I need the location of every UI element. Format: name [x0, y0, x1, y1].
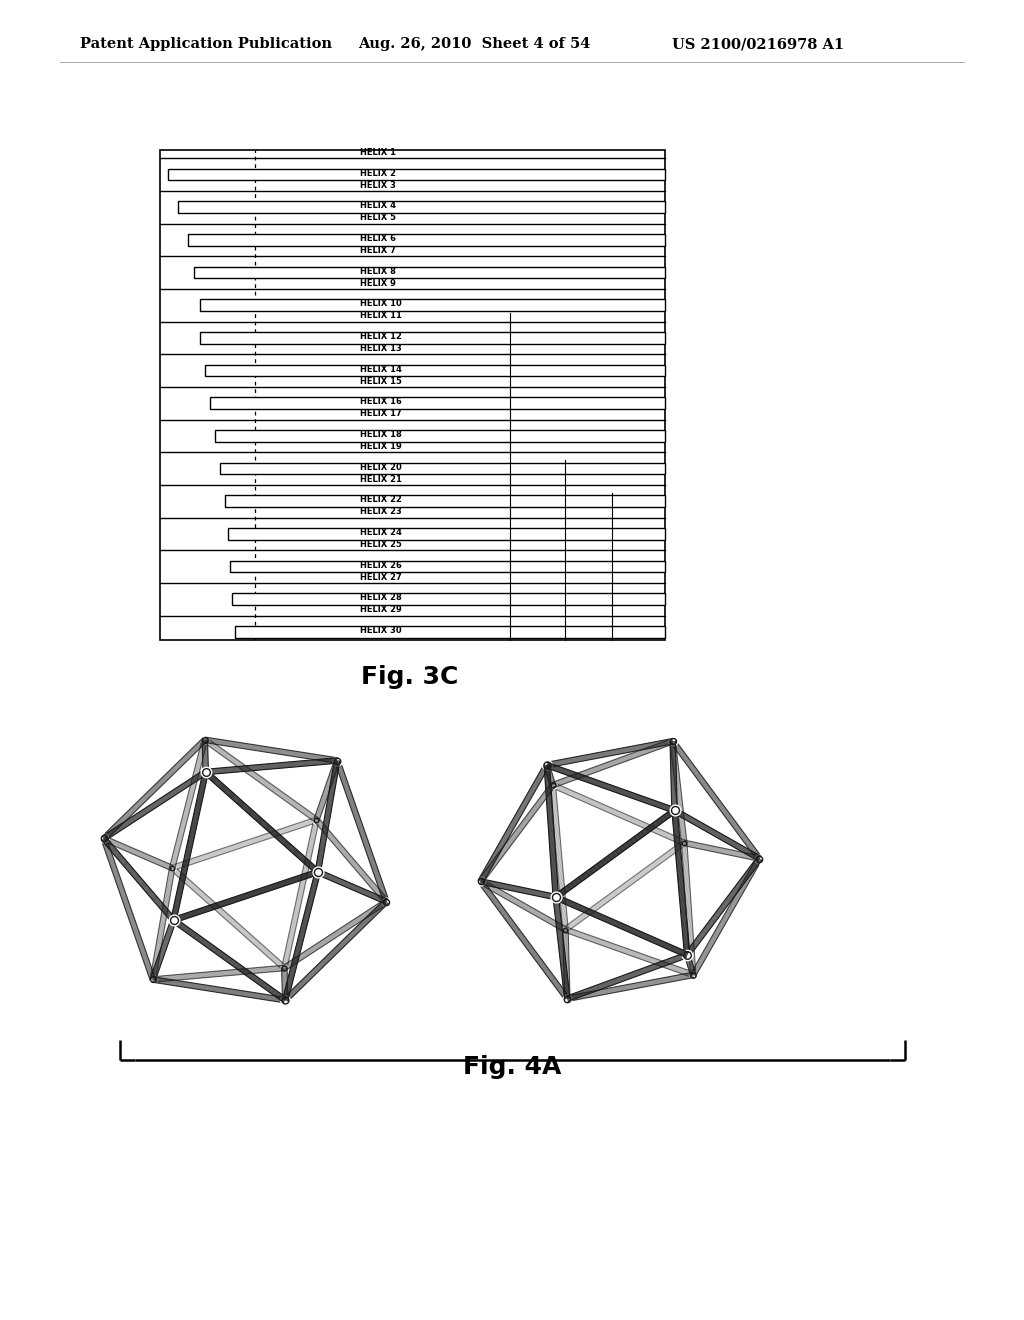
Text: HELIX 17: HELIX 17 [360, 409, 401, 418]
Text: HELIX 10: HELIX 10 [360, 300, 401, 309]
Bar [168, 169, 665, 181]
Bar [232, 593, 665, 605]
Text: HELIX 2: HELIX 2 [360, 169, 396, 178]
Text: HELIX 22: HELIX 22 [360, 495, 401, 504]
Bar [160, 150, 665, 640]
Text: HELIX 15: HELIX 15 [360, 376, 401, 385]
Text: HELIX 5: HELIX 5 [360, 214, 396, 223]
Text: HELIX 20: HELIX 20 [360, 462, 401, 471]
Bar [234, 626, 665, 638]
Text: HELIX 9: HELIX 9 [360, 279, 396, 288]
Text: HELIX 19: HELIX 19 [360, 442, 401, 451]
Text: HELIX 21: HELIX 21 [360, 475, 401, 484]
Bar [228, 528, 665, 540]
Text: Fig. 4A: Fig. 4A [463, 1055, 561, 1078]
Text: HELIX 24: HELIX 24 [360, 528, 401, 537]
Text: HELIX 14: HELIX 14 [360, 364, 401, 374]
Bar [230, 561, 665, 573]
Text: HELIX 7: HELIX 7 [360, 246, 396, 255]
Text: HELIX 6: HELIX 6 [360, 234, 396, 243]
Text: HELIX 27: HELIX 27 [360, 573, 401, 582]
Bar [188, 234, 665, 246]
Bar [225, 495, 665, 507]
Text: HELIX 12: HELIX 12 [360, 331, 401, 341]
Text: HELIX 23: HELIX 23 [360, 507, 401, 516]
Text: Aug. 26, 2010  Sheet 4 of 54: Aug. 26, 2010 Sheet 4 of 54 [358, 37, 591, 51]
Text: HELIX 25: HELIX 25 [360, 540, 401, 549]
Text: HELIX 16: HELIX 16 [360, 397, 401, 407]
Text: HELIX 30: HELIX 30 [360, 626, 401, 635]
Bar [200, 331, 665, 343]
Text: HELIX 29: HELIX 29 [360, 606, 401, 615]
Text: HELIX 3: HELIX 3 [360, 181, 396, 190]
Bar [210, 397, 665, 409]
Text: HELIX 4: HELIX 4 [360, 201, 396, 210]
Bar [178, 201, 665, 213]
Bar [215, 430, 665, 442]
Text: HELIX 13: HELIX 13 [360, 345, 401, 354]
Text: HELIX 28: HELIX 28 [360, 593, 401, 602]
Text: Patent Application Publication: Patent Application Publication [80, 37, 332, 51]
Bar [205, 364, 665, 376]
Text: HELIX 18: HELIX 18 [360, 430, 401, 440]
Text: HELIX 26: HELIX 26 [360, 561, 401, 570]
Text: HELIX 8: HELIX 8 [360, 267, 396, 276]
Text: Fig. 3C: Fig. 3C [361, 665, 459, 689]
Text: HELIX 11: HELIX 11 [360, 312, 401, 321]
Text: HELIX 1: HELIX 1 [360, 148, 396, 157]
Bar [200, 300, 665, 312]
Bar [194, 267, 665, 279]
Bar [220, 462, 665, 474]
Text: US 2100/0216978 A1: US 2100/0216978 A1 [672, 37, 844, 51]
